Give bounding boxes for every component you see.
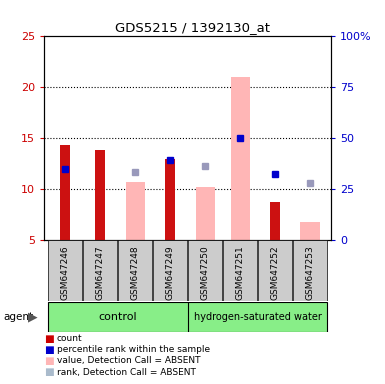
Bar — [49, 240, 82, 301]
Bar — [165, 159, 175, 240]
Bar — [119, 240, 152, 301]
Bar — [60, 146, 70, 240]
Text: value, Detection Call = ABSENT: value, Detection Call = ABSENT — [57, 356, 201, 366]
Bar — [301, 222, 320, 240]
Text: GSM647249: GSM647249 — [166, 245, 175, 300]
Bar — [84, 240, 117, 301]
Text: count: count — [57, 334, 83, 343]
Bar — [223, 240, 257, 301]
Text: ▶: ▶ — [28, 311, 37, 324]
Text: GDS5215 / 1392130_at: GDS5215 / 1392130_at — [115, 21, 270, 34]
Text: percentile rank within the sample: percentile rank within the sample — [57, 345, 210, 354]
Bar — [196, 187, 215, 240]
Bar — [153, 240, 187, 301]
Text: GSM647251: GSM647251 — [236, 245, 244, 300]
Bar — [293, 240, 327, 301]
Bar — [188, 240, 222, 301]
Text: GSM647248: GSM647248 — [131, 245, 140, 300]
Text: rank, Detection Call = ABSENT: rank, Detection Call = ABSENT — [57, 367, 196, 377]
Text: GSM647250: GSM647250 — [201, 245, 210, 300]
Text: GSM647252: GSM647252 — [271, 245, 280, 300]
Bar — [126, 182, 145, 240]
Text: control: control — [99, 312, 137, 322]
Text: ■: ■ — [44, 367, 54, 377]
Text: GSM647253: GSM647253 — [306, 245, 315, 300]
Text: GSM647246: GSM647246 — [61, 245, 70, 300]
Text: GSM647247: GSM647247 — [96, 245, 105, 300]
Text: ■: ■ — [44, 345, 54, 355]
Bar — [95, 151, 105, 240]
Text: agent: agent — [4, 312, 34, 322]
Bar — [270, 202, 280, 240]
Text: hydrogen-saturated water: hydrogen-saturated water — [194, 312, 321, 322]
Bar — [231, 77, 250, 240]
Text: ■: ■ — [44, 356, 54, 366]
Bar — [258, 240, 292, 301]
Text: ■: ■ — [44, 334, 54, 344]
